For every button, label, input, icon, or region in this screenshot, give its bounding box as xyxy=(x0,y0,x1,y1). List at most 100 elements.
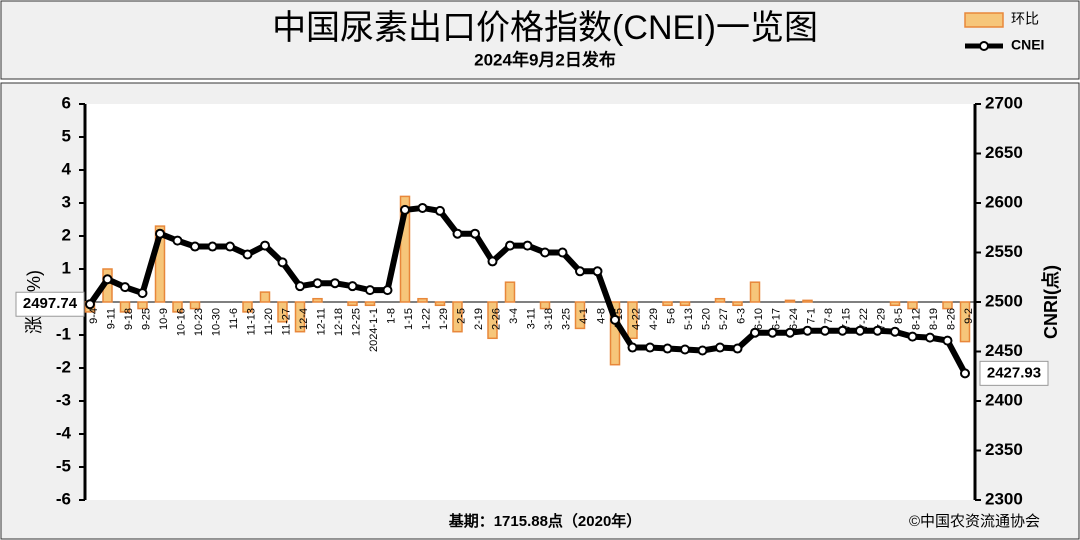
line-marker xyxy=(85,299,95,310)
value-label: 2497.74 xyxy=(23,295,78,312)
line-marker xyxy=(452,228,463,239)
x-tick-label: 5-6 xyxy=(665,308,677,324)
bar xyxy=(574,301,586,330)
bar xyxy=(784,299,796,303)
line-marker xyxy=(172,235,183,246)
line-marker xyxy=(820,325,830,336)
line-marker xyxy=(487,256,498,267)
x-tick-label: 4-8 xyxy=(595,308,607,324)
y-tick-label: 5 xyxy=(62,126,71,145)
line-marker xyxy=(960,368,970,379)
bar xyxy=(907,301,918,310)
line-marker xyxy=(575,266,585,277)
x-tick-label: 3-18 xyxy=(543,308,555,330)
y2-tick-label: 2300 xyxy=(985,489,1023,508)
x-tick-label: 9-25 xyxy=(140,308,152,330)
line-marker xyxy=(225,241,235,252)
y-tick-label: -5 xyxy=(56,456,71,475)
base-note: 基期：1715.88点（2020年） xyxy=(448,512,642,530)
x-tick-label: 12-18 xyxy=(333,308,345,336)
y-tick-label: 1 xyxy=(62,258,71,277)
x-tick-label: 10-30 xyxy=(210,308,222,336)
x-tick-label: 4-1 xyxy=(578,308,590,324)
line-marker xyxy=(890,326,900,337)
bar xyxy=(504,281,516,303)
line-marker xyxy=(382,285,393,296)
y2-tick-label: 2400 xyxy=(985,390,1023,409)
line-marker xyxy=(732,343,743,354)
x-tick-label: 11-20 xyxy=(263,308,275,335)
x-tick-label: 9-11 xyxy=(105,308,117,329)
line-marker xyxy=(855,325,865,336)
x-tick-label: 4-29 xyxy=(648,308,660,330)
line-marker xyxy=(190,241,200,252)
bar xyxy=(364,301,376,307)
x-tick-label: 10-16 xyxy=(175,308,187,336)
x-tick-label: 8-26 xyxy=(945,308,957,330)
bar xyxy=(889,301,901,307)
line-marker xyxy=(697,345,708,356)
y-tick-label: -2 xyxy=(56,357,71,376)
line-marker xyxy=(505,240,515,251)
line-marker xyxy=(715,342,725,353)
line-marker xyxy=(610,314,620,325)
y2-tick-label: 2500 xyxy=(985,291,1023,310)
chart-title: 中国尿素出口价格指数(CNEI)一览图 xyxy=(272,9,818,47)
line-marker xyxy=(522,240,533,251)
x-tick-label: 5-13 xyxy=(683,308,695,330)
bar xyxy=(154,225,166,303)
x-tick-label: 2-5 xyxy=(455,308,467,324)
y2-tick-label: 2650 xyxy=(985,143,1023,162)
line-marker xyxy=(662,343,673,354)
bar xyxy=(802,299,813,303)
x-tick-label: 1-29 xyxy=(438,308,450,330)
x-tick-label: 1-15 xyxy=(403,308,415,330)
x-tick-label: 4-22 xyxy=(630,308,642,330)
line-marker xyxy=(942,335,953,346)
x-tick-label: 11-27 xyxy=(280,308,292,335)
header-panel xyxy=(0,0,1080,80)
y-tick-label: -4 xyxy=(56,423,72,442)
line-marker xyxy=(400,204,410,215)
line-marker xyxy=(347,281,358,292)
x-tick-label: 11-6 xyxy=(228,308,240,329)
bar xyxy=(434,301,446,307)
value-label-box xyxy=(979,360,1049,386)
line-marker xyxy=(925,332,935,343)
y-tick-label: 6 xyxy=(62,93,71,112)
legend-label: 环比 xyxy=(1011,11,1039,27)
y-tick-label: 3 xyxy=(62,192,71,211)
source-note: ©中国农资流通协会 xyxy=(909,513,1040,530)
line-marker xyxy=(155,228,165,239)
bar xyxy=(452,301,463,333)
x-tick-label: 6-17 xyxy=(770,308,782,330)
bar xyxy=(487,301,498,340)
x-tick-label: 1-22 xyxy=(420,308,432,330)
x-tick-label: 1-8 xyxy=(385,308,397,324)
line-marker xyxy=(802,325,813,336)
line-marker xyxy=(330,278,340,289)
y-tick-label: -6 xyxy=(56,489,71,508)
bar xyxy=(399,195,411,303)
line-marker xyxy=(627,342,638,353)
bar xyxy=(417,297,428,303)
bar xyxy=(119,301,131,313)
y2-tick-label: 2700 xyxy=(985,93,1023,112)
x-tick-label: 7-1 xyxy=(805,308,817,324)
line-marker xyxy=(207,241,218,252)
x-tick-label: 9-18 xyxy=(123,308,135,330)
x-tick-label: 7-8 xyxy=(823,308,835,324)
x-tick-label: 7-15 xyxy=(840,308,852,330)
legend-swatch xyxy=(964,12,1004,28)
x-tick-label: 9-4 xyxy=(88,308,100,324)
y2-tick-label: 2550 xyxy=(985,242,1023,261)
bar xyxy=(172,301,183,313)
line-marker xyxy=(872,325,883,336)
line-marker xyxy=(435,205,445,216)
line-marker xyxy=(645,342,655,353)
line-marker xyxy=(120,282,130,293)
x-tick-label: 6-3 xyxy=(735,308,747,324)
bar xyxy=(259,291,271,303)
bar xyxy=(679,301,691,307)
